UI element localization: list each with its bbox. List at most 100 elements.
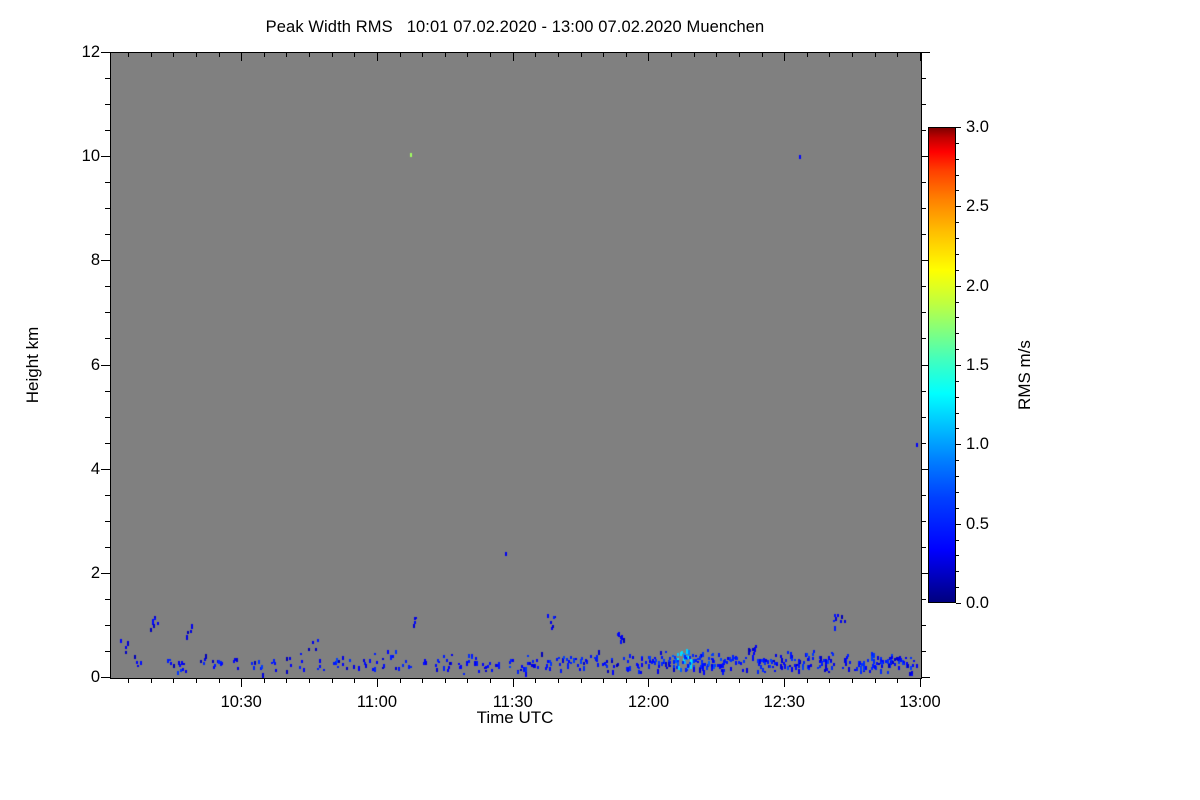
tick-mark	[921, 260, 930, 261]
tick-mark	[241, 678, 242, 687]
tick-mark	[490, 678, 491, 683]
tick-mark	[286, 678, 287, 683]
tick-mark	[173, 678, 174, 683]
tick-mark	[128, 52, 129, 57]
x-tick-label: 12:30	[763, 693, 805, 711]
tick-mark	[739, 678, 740, 683]
colorbar-tick	[956, 286, 961, 287]
tick-mark	[105, 599, 110, 600]
tick-mark	[105, 338, 110, 339]
tick-mark	[105, 417, 110, 418]
x-tick-label: 12:00	[627, 693, 670, 711]
colorbar-minor-tick	[956, 302, 959, 303]
tick-mark	[694, 678, 695, 683]
tick-mark	[921, 208, 926, 209]
colorbar-minor-tick	[956, 540, 959, 541]
tick-mark	[101, 573, 110, 574]
tick-mark	[716, 52, 717, 57]
tick-mark	[921, 182, 926, 183]
tick-mark	[513, 678, 514, 687]
colorbar-tick	[956, 603, 961, 604]
colorbar-gradient	[928, 127, 956, 603]
tick-mark	[921, 625, 926, 626]
colorbar-minor-tick	[956, 349, 959, 350]
tick-mark	[264, 52, 265, 57]
tick-mark	[105, 130, 110, 131]
tick-mark	[377, 52, 378, 61]
tick-mark	[921, 338, 926, 339]
tick-mark	[921, 365, 930, 366]
tick-mark	[128, 678, 129, 683]
x-tick-label: 11:00	[356, 693, 398, 711]
tick-mark	[784, 678, 785, 687]
scatter-data-layer	[111, 53, 921, 678]
tick-mark	[921, 52, 930, 53]
tick-mark	[921, 104, 926, 105]
colorbar-tick	[956, 524, 961, 525]
colorbar-minor-tick	[956, 508, 959, 509]
tick-mark	[101, 52, 110, 53]
tick-mark	[101, 156, 110, 157]
tick-mark	[105, 651, 110, 652]
tick-mark	[151, 678, 152, 683]
tick-mark	[716, 678, 717, 683]
tick-mark	[581, 678, 582, 683]
tick-mark	[196, 678, 197, 683]
tick-mark	[105, 182, 110, 183]
tick-mark	[671, 52, 672, 57]
tick-mark	[105, 495, 110, 496]
colorbar-tick-label: 0.0	[966, 593, 989, 612]
tick-mark	[897, 678, 898, 683]
tick-mark	[558, 678, 559, 683]
tick-mark	[921, 573, 930, 574]
x-tick-label: 10:30	[220, 693, 262, 711]
y-tick-label: 12	[81, 43, 100, 61]
tick-mark	[921, 521, 926, 522]
tick-mark	[829, 678, 830, 683]
x-axis-title: Time UTC	[476, 708, 554, 727]
tick-mark	[173, 52, 174, 57]
colorbar-minor-tick	[956, 460, 959, 461]
x-tick-label: 13:00	[899, 693, 941, 711]
tick-mark	[400, 678, 401, 683]
tick-mark	[377, 678, 378, 687]
tick-mark	[105, 391, 110, 392]
tick-mark	[921, 417, 926, 418]
tick-mark	[648, 52, 649, 61]
tick-mark	[467, 678, 468, 683]
tick-mark	[875, 52, 876, 57]
colorbar-minor-tick	[956, 381, 959, 382]
colorbar-minor-tick	[956, 317, 959, 318]
colorbar-minor-tick	[956, 413, 959, 414]
tick-mark	[490, 52, 491, 57]
tick-mark	[445, 678, 446, 683]
y-tick-label: 2	[90, 563, 100, 582]
tick-mark	[101, 469, 110, 470]
tick-mark	[694, 52, 695, 57]
tick-mark	[196, 52, 197, 57]
tick-mark	[332, 52, 333, 57]
tick-mark	[535, 52, 536, 57]
tick-mark	[219, 52, 220, 57]
y-axis-title: Height km	[23, 326, 42, 404]
tick-mark	[875, 678, 876, 683]
tick-mark	[422, 52, 423, 57]
tick-mark	[921, 547, 926, 548]
tick-mark	[921, 130, 926, 131]
colorbar-minor-tick	[956, 587, 959, 588]
colorbar-minor-tick	[956, 333, 959, 334]
tick-mark	[101, 365, 110, 366]
tick-mark	[105, 286, 110, 287]
tick-mark	[807, 678, 808, 683]
colorbar-minor-tick	[956, 555, 959, 556]
tick-mark	[513, 52, 514, 61]
colorbar: 0.0 0.5 1.0 1.5 2.0 2.5 3.0	[928, 119, 989, 611]
colorbar-minor-tick	[956, 571, 959, 572]
tick-mark	[921, 78, 926, 79]
plot-area	[110, 52, 922, 679]
tick-mark	[829, 52, 830, 57]
tick-mark	[354, 678, 355, 683]
colorbar-minor-tick	[956, 238, 959, 239]
